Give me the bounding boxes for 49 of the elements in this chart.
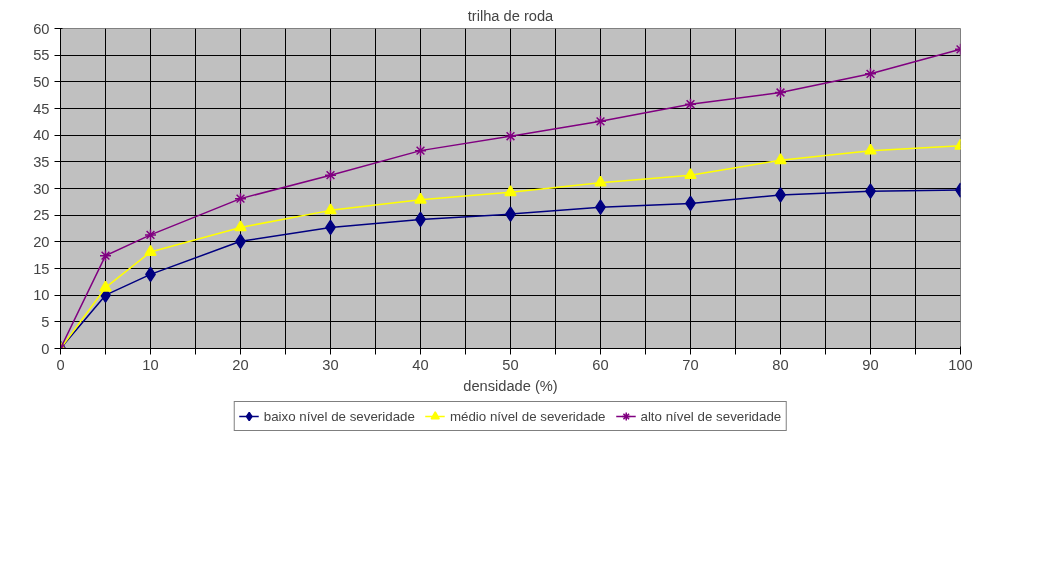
y-tick-label: 0 — [41, 340, 50, 357]
point — [684, 168, 697, 180]
x-tick-label: 0 — [56, 356, 65, 373]
point — [99, 249, 112, 262]
x-tick-label: 50 — [502, 356, 519, 373]
x-axis-title: densidade (%) — [463, 377, 558, 394]
point — [234, 220, 247, 232]
point — [594, 175, 607, 187]
y-tick-label: 55 — [33, 47, 50, 64]
y-tick-label: 10 — [33, 287, 50, 304]
x-tick-label: 90 — [862, 356, 879, 373]
legend-label: médio nível de severidade — [449, 408, 606, 424]
point — [864, 143, 877, 155]
y-tick-label: 15 — [33, 260, 50, 277]
point — [594, 115, 607, 128]
x-tick-label: 60 — [592, 356, 609, 373]
legend-label: alto nível de severidade — [640, 408, 782, 424]
point — [99, 280, 112, 292]
y-tick-label: 45 — [33, 100, 50, 117]
y-tick-label: 35 — [33, 153, 50, 170]
y-tick-label: 30 — [33, 180, 50, 197]
x-tick-label: 40 — [412, 356, 429, 373]
point — [324, 203, 337, 215]
point — [774, 153, 787, 165]
point — [504, 129, 517, 143]
point — [684, 97, 697, 111]
x-tick-label: 10 — [142, 356, 159, 373]
legend-label: baixo nível de severidade — [263, 408, 415, 424]
point — [864, 67, 877, 81]
y-tick-label: 40 — [33, 127, 50, 144]
point — [324, 168, 337, 182]
y-tick-label: 60 — [33, 20, 50, 37]
y-tick-label: 5 — [41, 313, 50, 330]
y-tick-label: 25 — [33, 207, 50, 224]
y-tick-label: 20 — [33, 233, 50, 250]
x-tick-label: 80 — [772, 356, 789, 373]
x-tick-label: 70 — [682, 356, 699, 373]
point — [144, 228, 157, 242]
point — [144, 244, 157, 256]
y-tick-label: 50 — [33, 73, 50, 90]
point — [234, 192, 247, 205]
chart-title: trilha de roda — [467, 7, 555, 24]
x-tick-label: 100 — [948, 356, 973, 373]
point — [504, 185, 517, 197]
point — [414, 192, 427, 204]
point — [414, 144, 427, 157]
point — [774, 86, 787, 99]
x-tick-label: 20 — [232, 356, 249, 373]
x-tick-label: 30 — [322, 356, 339, 373]
